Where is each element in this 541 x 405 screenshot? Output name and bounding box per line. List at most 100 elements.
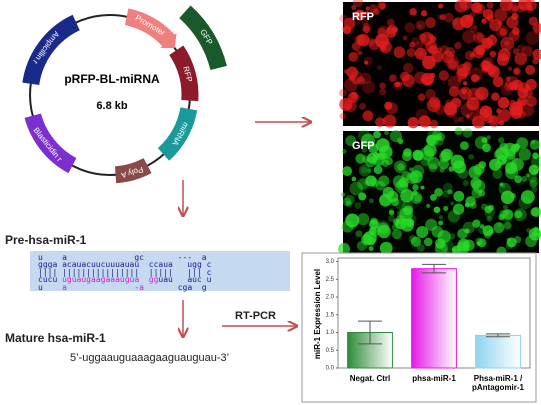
speckle <box>525 78 537 91</box>
x-tick-label: Phsa-miR-1 / pAntagomir-1 <box>472 374 524 392</box>
speckle <box>384 130 389 136</box>
speckle <box>355 230 363 238</box>
speckle <box>341 220 354 233</box>
speckle <box>475 110 482 117</box>
speckle <box>358 164 371 177</box>
error-bar <box>358 320 382 345</box>
y-axis-label: miR-1 Expression Level <box>313 269 322 359</box>
speckle <box>359 72 372 85</box>
speckle <box>456 67 468 80</box>
speckle <box>502 204 508 210</box>
speckle <box>358 50 363 56</box>
speckle <box>465 114 470 119</box>
speckle <box>387 215 395 222</box>
speckle <box>533 226 539 232</box>
feature-label: RFP <box>181 65 194 83</box>
speckle <box>437 14 443 20</box>
speckle <box>403 148 412 157</box>
speckle <box>350 91 358 100</box>
speckle <box>429 35 437 43</box>
speckle <box>414 71 427 84</box>
speckle <box>439 14 446 21</box>
speckle <box>425 17 436 28</box>
speckle <box>438 220 444 226</box>
speckle <box>478 240 486 248</box>
speckle <box>527 172 537 183</box>
plasmid-feature <box>157 107 198 161</box>
speckle <box>420 77 425 83</box>
speckle <box>362 110 374 122</box>
speckle <box>344 77 358 92</box>
speckle <box>343 99 357 112</box>
sequence-segment: u <box>38 282 63 292</box>
speckle <box>392 175 406 188</box>
speckle <box>454 41 462 50</box>
speckle <box>499 0 513 12</box>
mature-title: Mature hsa-miR-1 <box>5 331 106 345</box>
speckle <box>457 168 469 179</box>
speckle <box>529 139 540 150</box>
speckle <box>426 134 439 147</box>
speckle <box>440 148 453 161</box>
speckle <box>364 10 370 16</box>
speckle <box>368 4 378 13</box>
speckle <box>410 236 422 247</box>
speckle <box>471 188 482 199</box>
speckle <box>398 139 404 145</box>
speckle <box>510 193 516 199</box>
speckle <box>377 27 387 37</box>
speckle <box>531 139 536 145</box>
speckle <box>526 228 531 233</box>
speckle <box>412 184 419 191</box>
speckle <box>368 143 379 154</box>
speckle <box>392 229 402 240</box>
speckle <box>454 127 463 136</box>
speckle <box>439 45 449 55</box>
speckle <box>454 0 468 13</box>
speckle <box>401 74 415 87</box>
speckle <box>518 148 531 161</box>
speckle <box>532 57 540 65</box>
y-tick-label: 1.5 <box>326 312 335 318</box>
speckle <box>371 179 380 188</box>
speckle <box>450 201 455 206</box>
speckle <box>422 150 435 162</box>
speckle <box>481 203 488 211</box>
sequence-segment: cga g <box>143 282 207 292</box>
speckle <box>366 152 378 164</box>
speckle <box>481 137 488 144</box>
speckle <box>486 1 494 9</box>
speckle <box>460 141 469 151</box>
speckle <box>473 163 485 175</box>
speckle <box>492 76 504 88</box>
speckle <box>497 97 510 109</box>
speckle <box>465 196 476 207</box>
sequence-segment: u a gc --- a <box>38 253 207 262</box>
speckle <box>393 160 407 174</box>
speckle <box>488 228 494 234</box>
speckle <box>434 137 444 146</box>
speckle <box>512 48 520 55</box>
speckle <box>462 221 475 234</box>
speckle <box>483 231 492 239</box>
x-tick-label: phsa-miR-1 <box>412 374 456 383</box>
speckle <box>406 47 416 57</box>
speckle <box>472 219 481 228</box>
speckle <box>365 6 370 11</box>
speckle <box>378 175 390 187</box>
speckle <box>448 60 457 70</box>
speckle <box>355 153 366 164</box>
speckle <box>342 166 353 177</box>
speckle <box>345 135 357 147</box>
speckle <box>425 41 438 53</box>
sequence-segment: ggga acauacuucuuuauau ccaua ugg c <box>38 260 212 270</box>
speckle <box>477 238 487 248</box>
speckle <box>462 30 476 44</box>
speckle <box>443 12 454 23</box>
speckle <box>389 74 397 82</box>
speckle <box>526 4 533 10</box>
y-tick-label: 0.0 <box>326 366 335 372</box>
speckle <box>480 59 491 71</box>
speckle <box>506 237 512 243</box>
